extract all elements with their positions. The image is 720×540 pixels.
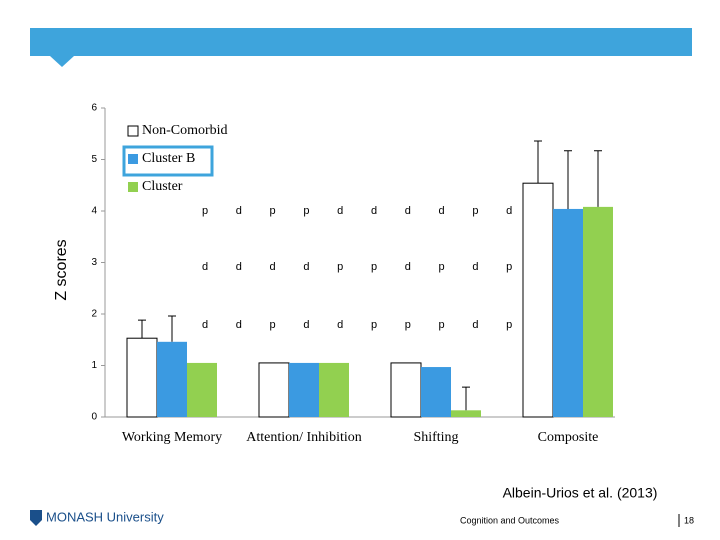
bar: [157, 341, 187, 417]
error-bar: [594, 150, 602, 207]
annotation-letter: d: [270, 261, 276, 273]
annotation-letter: d: [472, 261, 478, 273]
bar: [187, 362, 217, 417]
annotation-letter: p: [371, 319, 377, 331]
annotation-letter: p: [371, 261, 377, 273]
bar: [583, 206, 613, 417]
annotation-letter: p: [337, 261, 343, 273]
x-tick-label: Attention/ Inhibition: [246, 430, 362, 445]
annotation-letter: d: [236, 205, 242, 217]
error-bar: [168, 315, 176, 342]
logo: MONASH University: [30, 509, 164, 526]
annotation-letter: d: [236, 319, 242, 331]
error-bar: [534, 140, 542, 184]
annotation-letter: d: [202, 261, 208, 273]
error-bar: [138, 319, 146, 339]
annotation-letter: d: [337, 319, 343, 331]
annotation-letter: d: [337, 205, 343, 217]
annotation-letter: d: [405, 205, 411, 217]
y-tick-label: 5: [91, 154, 97, 165]
y-axis-label: Z scores: [53, 239, 70, 300]
annotation-letter: p: [270, 205, 276, 217]
error-bar: [564, 150, 572, 209]
bar: [421, 367, 451, 417]
citation: Albein-Urios et al. (2013): [503, 485, 658, 501]
bar: [390, 362, 422, 418]
annotation-letter: d: [303, 261, 309, 273]
bar: [553, 208, 583, 417]
legend-swatch: [128, 154, 138, 164]
annotation-letter: d: [303, 319, 309, 331]
y-tick-label: 6: [91, 103, 97, 114]
section-label: Cognition and Outcomes: [460, 515, 560, 525]
y-tick-label: 0: [91, 412, 97, 423]
annotation-letter: p: [405, 319, 411, 331]
logo-text: MONASH University: [46, 509, 164, 524]
x-tick-label: Composite: [538, 430, 599, 445]
annotation-letter: p: [439, 319, 445, 331]
annotation-letter: d: [439, 205, 445, 217]
annotation-letter: d: [236, 261, 242, 273]
annotation-letter: d: [405, 261, 411, 273]
x-tick-label: Shifting: [413, 430, 458, 445]
bar: [451, 410, 481, 417]
bar: [258, 362, 290, 418]
y-tick-label: 4: [91, 206, 97, 217]
annotation-letter: p: [506, 319, 512, 331]
annotation-letter: p: [303, 205, 309, 217]
annotation-letter: p: [506, 261, 512, 273]
bar: [126, 337, 158, 418]
bar: [289, 362, 319, 417]
annotation-letter: p: [270, 319, 276, 331]
legend-label: Non-Comorbid: [142, 123, 228, 138]
x-tick-label: Working Memory: [122, 430, 222, 445]
legend-swatch: [127, 125, 139, 137]
annotation-letter: d: [371, 205, 377, 217]
banner: [30, 28, 692, 56]
legend-highlight: [122, 145, 214, 177]
annotation-letter: p: [472, 205, 478, 217]
bar: [319, 362, 349, 417]
error-bar: [462, 386, 470, 411]
page-number: 18: [684, 515, 694, 525]
bar: [522, 182, 554, 418]
y-tick-label: 3: [91, 257, 97, 268]
annotation-letter: d: [472, 319, 478, 331]
legend-label: Cluster: [142, 179, 183, 194]
banner-pointer: [50, 56, 74, 67]
annotation-letter: d: [202, 319, 208, 331]
y-tick-label: 2: [91, 309, 97, 320]
annotation-letter: d: [506, 205, 512, 217]
legend-swatch: [128, 182, 138, 192]
logo-shield: [30, 510, 42, 526]
annotation-letter: p: [439, 261, 445, 273]
y-tick-label: 1: [91, 360, 97, 371]
legend-label: Cluster B: [142, 151, 195, 166]
annotation-letter: p: [202, 205, 208, 217]
